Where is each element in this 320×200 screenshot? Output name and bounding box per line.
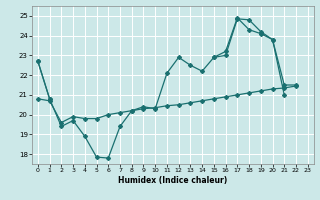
X-axis label: Humidex (Indice chaleur): Humidex (Indice chaleur) <box>118 176 228 185</box>
